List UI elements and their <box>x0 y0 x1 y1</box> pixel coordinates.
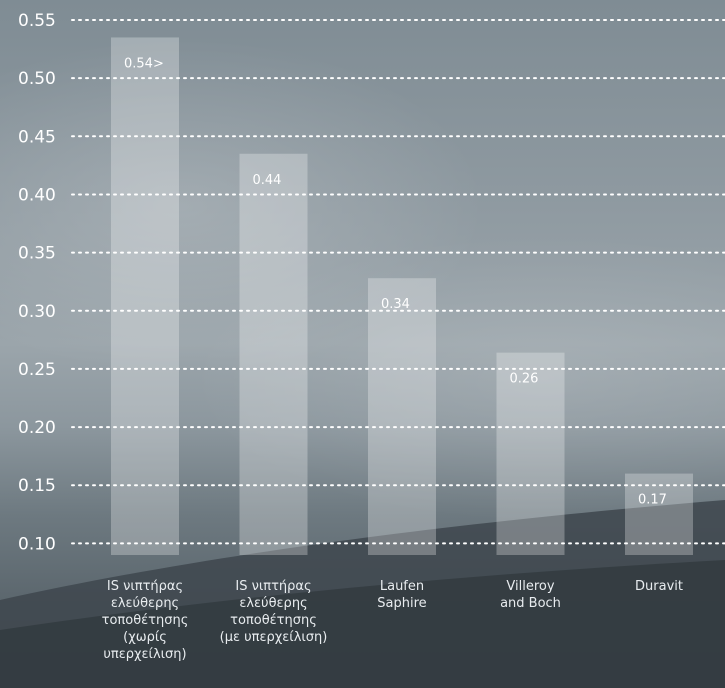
y-tick-label: 0.35 <box>18 244 56 264</box>
bar <box>368 278 436 555</box>
category-label: Duravit <box>635 579 683 594</box>
y-tick-label: 0.45 <box>18 127 56 147</box>
bar <box>625 473 693 555</box>
category-label: Laufen Saphire <box>377 579 427 611</box>
category-label: Villeroy and Boch <box>500 579 561 611</box>
bar-value-label: 0.54> <box>124 56 164 71</box>
y-tick-label: 0.25 <box>18 360 56 380</box>
bar-value-label: 0.34 <box>381 297 410 312</box>
category-label: IS νιπτήρας ελεύθερης τοποθέτησης (με υπ… <box>219 579 328 645</box>
bar-value-label: 0.26 <box>510 372 539 387</box>
bar-value-label: 0.17 <box>638 493 667 508</box>
bar <box>111 37 179 555</box>
bar <box>239 153 308 555</box>
data-labels: 0.54> 0.44 0.34 0.26 0.17 <box>124 56 667 507</box>
y-tick-label: 0.55 <box>18 11 56 31</box>
y-tick-label: 0.20 <box>18 418 56 438</box>
y-tick-label: 0.10 <box>18 534 56 554</box>
y-axis-ticks: 0.10 0.15 0.20 0.25 0.30 0.35 0.40 0.45 0.50 0.55 <box>18 11 56 554</box>
y-tick-label: 0.50 <box>18 69 56 89</box>
y-tick-label: 0.15 <box>18 476 56 496</box>
bar-value-label: 0.44 <box>253 173 282 188</box>
bar <box>496 352 565 555</box>
category-label: IS νιπτήρας ελεύθερης τοποθέτησης (χωρίς… <box>101 579 189 662</box>
y-tick-label: 0.40 <box>18 185 56 205</box>
y-tick-label: 0.30 <box>18 302 56 322</box>
bars <box>111 37 693 555</box>
